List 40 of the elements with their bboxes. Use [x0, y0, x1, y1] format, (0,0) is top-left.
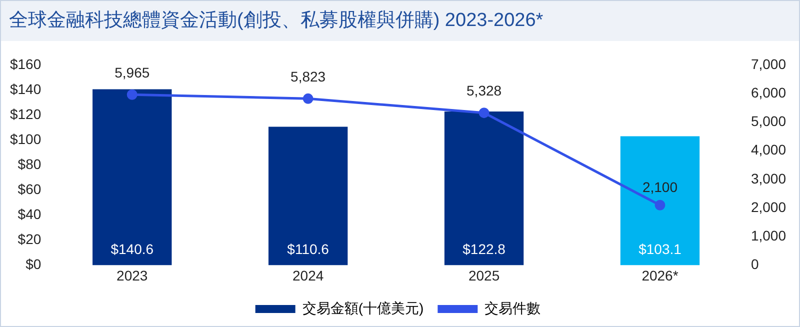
bar [92, 89, 172, 266]
x-tick-label: 2025 [468, 267, 500, 284]
y-tick-label: $100 [10, 130, 42, 147]
y2-tick-label: 4,000 [750, 142, 786, 158]
y-tick-label: $0 [26, 256, 42, 272]
data-label: $122.8 [462, 241, 506, 258]
y-tick-label: $60 [18, 180, 42, 197]
y-tick-label: $160 [10, 56, 42, 72]
bar [620, 136, 700, 266]
data-label: 5,823 [290, 68, 326, 85]
y2-tick-label: 1,000 [750, 227, 786, 244]
data-label: $103.1 [638, 241, 682, 258]
point [126, 89, 138, 100]
y-tick-label: $20 [18, 231, 42, 248]
y2-tick-label: 5,000 [750, 113, 786, 130]
y2-tick-label: 6,000 [750, 84, 786, 100]
bar [268, 126, 348, 266]
bar [444, 112, 524, 266]
data-label: 5,965 [114, 64, 150, 80]
legend-label: 交易金額(十億美元) [302, 300, 424, 316]
x-tick-label: 2024 [292, 267, 324, 284]
y2-tick-label: 3,000 [750, 170, 786, 186]
y-tick-label: $120 [10, 106, 42, 122]
point [654, 200, 666, 210]
legend-label: 交易件數 [484, 300, 541, 316]
point [302, 93, 314, 104]
data-label: 2,100 [642, 179, 678, 195]
point [478, 108, 490, 118]
data-label: $140.6 [110, 241, 154, 258]
y2-tick-label: 2,000 [750, 198, 786, 215]
x-tick-label: 2023 [116, 267, 148, 284]
y-tick-label: $80 [18, 156, 42, 172]
data-label: $110.6 [287, 241, 330, 258]
y2-tick-label: 0 [750, 256, 759, 272]
y-tick-label: $140 [10, 80, 42, 97]
x-tick-label: 2026* [642, 267, 679, 284]
data-label: 5,328 [466, 82, 502, 99]
y2-tick-label: 7,000 [750, 56, 786, 72]
y-tick-label: $40 [18, 206, 42, 222]
chart-title: 全球金融科技總體資金活動(創投、私募股權與併購) 2023-2026* [1, 1, 799, 41]
